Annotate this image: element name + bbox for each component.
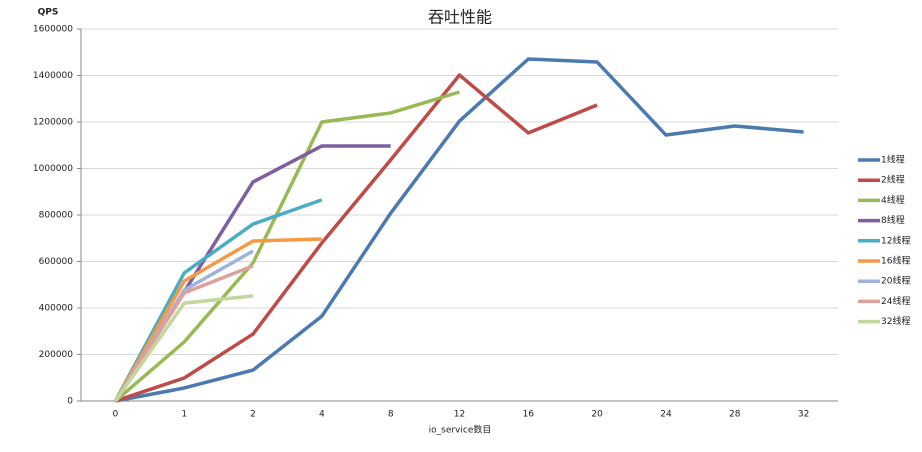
- y-tick-label: 400000: [39, 304, 74, 314]
- legend-label: 8线程: [881, 214, 905, 226]
- y-tick-label: 1600000: [33, 25, 73, 35]
- x-tick-label: 20: [591, 410, 603, 420]
- legend-label: 20线程: [881, 275, 910, 287]
- legend-label: 16线程: [881, 255, 910, 267]
- y-tick-label: 0: [67, 397, 73, 407]
- y-tick-label: 800000: [39, 211, 74, 221]
- x-tick-label: 12: [454, 410, 465, 420]
- x-tick-label: 1: [181, 410, 187, 420]
- series-line: [113, 198, 323, 402]
- series-line: [114, 90, 461, 403]
- x-tick-label: 28: [729, 410, 741, 420]
- y-tick-label: 600000: [39, 257, 74, 267]
- legend-label: 24线程: [881, 295, 910, 307]
- legend-label: 2线程: [881, 174, 905, 186]
- x-tick-label: 32: [798, 410, 809, 420]
- chart-title: 吞吐性能: [428, 8, 492, 27]
- y-tick-label: 1000000: [33, 164, 73, 174]
- series-line: [113, 294, 254, 403]
- legend-label: 32线程: [881, 315, 910, 327]
- y-tick-label: 1200000: [33, 118, 73, 128]
- legend-label: 4线程: [881, 194, 905, 206]
- series-line: [115, 57, 804, 403]
- x-tick-label: 16: [523, 410, 535, 420]
- y-tick-label: 200000: [39, 350, 74, 360]
- x-axis-label: io_service数目: [429, 424, 492, 436]
- x-tick-label: 2: [250, 410, 256, 420]
- y-tick-label: 1400000: [33, 71, 73, 81]
- legend-label: 1线程: [881, 154, 905, 166]
- series-line: [113, 264, 254, 402]
- x-tick-label: 0: [113, 410, 119, 420]
- series-line: [114, 73, 598, 403]
- x-tick-label: 24: [660, 410, 672, 420]
- series-line: [113, 237, 322, 402]
- y-axis-label: QPS: [38, 8, 59, 18]
- legend-label: 12线程: [881, 234, 910, 246]
- x-tick-label: 8: [388, 410, 394, 420]
- x-tick-label: 4: [319, 410, 325, 420]
